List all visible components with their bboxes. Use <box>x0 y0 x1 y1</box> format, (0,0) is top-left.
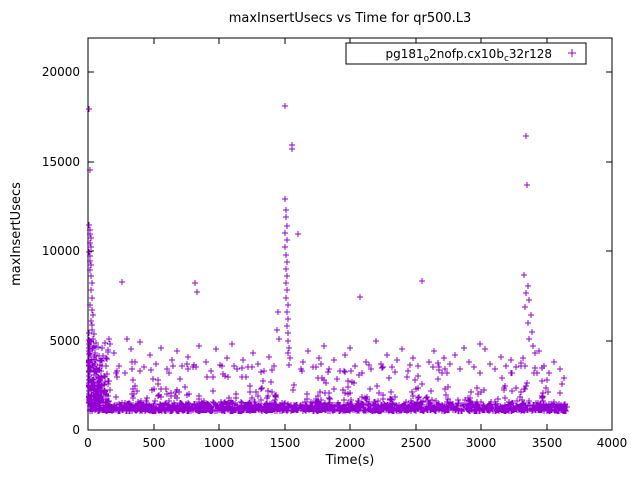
x-tick-label: 1500 <box>270 436 301 450</box>
y-tick-label: 15000 <box>42 155 80 169</box>
y-tick-label: 20000 <box>42 65 80 79</box>
chart-title: maxInsertUsecs vs Time for qr500.L3 <box>228 11 472 26</box>
x-tick-label: 3000 <box>466 436 497 450</box>
x-tick-label: 1000 <box>204 436 235 450</box>
scatter-points <box>86 103 570 414</box>
x-axis-label: Time(s) <box>325 453 375 468</box>
x-tick-label: 0 <box>84 436 92 450</box>
legend-marker-icon <box>568 49 576 57</box>
legend-box <box>345 42 587 65</box>
legend-label: pg181o2nofp.cx10bc32r128 <box>385 47 552 64</box>
y-tick-label: 10000 <box>42 244 80 258</box>
y-tick-label: 0 <box>72 423 80 437</box>
x-tick-label: 500 <box>143 436 166 450</box>
x-tick-label: 2500 <box>401 436 432 450</box>
y-tick-label: 5000 <box>49 334 80 348</box>
x-tick-label: 2000 <box>335 436 366 450</box>
x-tick-label: 3500 <box>532 436 563 450</box>
legend: pg181o2nofp.cx10bc32r128 <box>345 42 587 65</box>
y-axis-label: maxInsertUsecs <box>9 182 24 286</box>
x-tick-label: 4000 <box>597 436 628 450</box>
